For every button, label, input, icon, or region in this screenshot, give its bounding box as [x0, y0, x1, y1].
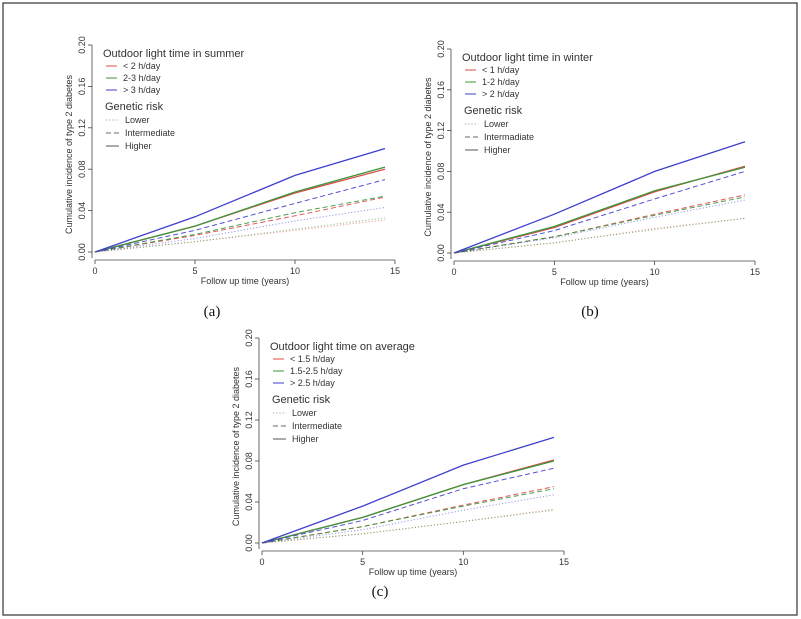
series-line-3hday-lower: [94, 207, 386, 253]
y-tick-label: 0.20: [436, 40, 446, 58]
chart-c: 0.00 0.04 0.08 0.12 0.16 0.20 0 5 10 15 Follow up …: [231, 329, 569, 600]
panel-label: (b): [581, 304, 599, 320]
y-tick-label: 0.16: [77, 78, 87, 96]
y-tick-label: 0.08: [77, 160, 87, 178]
series-line-2hday-lower: [94, 219, 386, 253]
y-tick-label: 0.12: [244, 411, 254, 429]
y-tick-label: 0.04: [436, 203, 446, 221]
x-tick-label: 5: [192, 266, 197, 276]
legend: Outdoor light time in winter< 1 h/day 1-2…: [462, 52, 593, 155]
series-line-12hday-intermadiate: [453, 196, 746, 254]
y-tick-label: 0.12: [77, 119, 87, 137]
y-tick-label: 0.20: [244, 329, 254, 347]
series-line-23hday-intermediate: [94, 195, 386, 253]
y-tick-label: 0.00: [244, 534, 254, 552]
legend-risk-item: Higher: [292, 434, 319, 444]
x-tick-label: 10: [650, 267, 660, 277]
legend-title: Outdoor light time on average: [270, 341, 415, 353]
y-tick-label: 0.16: [244, 370, 254, 388]
series-line-2hday-lower: [453, 199, 746, 254]
x-tick-label: 15: [750, 267, 760, 277]
y-axis-label: Cumulative incidence of type 2 diabetes: [423, 77, 433, 237]
series-line-2hday-intermadiate: [453, 170, 746, 254]
legend-risk-item: Intermadiate: [484, 132, 534, 142]
x-tick-label: 10: [290, 266, 300, 276]
y-tick-label: 0.04: [244, 493, 254, 511]
y-tick-label: 0.04: [77, 202, 87, 220]
y-axis-label: Cumulative incidence of type 2 diabetes: [64, 74, 74, 234]
legend: Outdoor light time in summer< 2 h/day 2-3…: [103, 48, 245, 151]
legend-item: > 2.5 h/day: [290, 378, 335, 388]
chart-a: 0.00 0.04 0.08 0.12 0.16 0.20 0 5 10 15 Follow up …: [64, 36, 400, 320]
panel-label: (c): [372, 584, 389, 600]
legend-risk-title: Genetic risk: [464, 105, 523, 117]
legend-item: < 1.5 h/day: [290, 354, 335, 364]
series-line-2.5hday-lower: [261, 494, 554, 544]
y-tick-label: 0.20: [77, 36, 87, 54]
legend-item: > 3 h/day: [123, 85, 161, 95]
series-line-1.52.5hday-higher: [261, 460, 555, 544]
series-line-2.5hday-intermediate: [261, 467, 555, 544]
x-tick-label: 15: [390, 266, 400, 276]
x-tick-label: 0: [92, 266, 97, 276]
panel-label: (a): [204, 304, 221, 320]
series-line-12hday-lower: [453, 217, 746, 254]
y-tick-label: 0.00: [77, 243, 87, 261]
series-line-3hday-higher: [94, 147, 386, 253]
x-axis-label: Follow up time (years): [560, 277, 649, 287]
series-line-2.5hday-higher: [261, 436, 555, 544]
legend-item: > 2 h/day: [482, 89, 520, 99]
series-line-23hday-lower: [94, 217, 386, 253]
series-line-2hday-higher: [453, 141, 746, 254]
legend-risk-item: Intermediate: [125, 128, 175, 138]
legend-risk-item: Lower: [484, 119, 509, 129]
x-tick-label: 5: [552, 267, 557, 277]
legend-title: Outdoor light time in winter: [462, 52, 593, 64]
series-line-1hday-intermadiate: [453, 194, 746, 254]
y-tick-label: 0.16: [436, 81, 446, 99]
legend-risk-title: Genetic risk: [105, 101, 164, 113]
legend-item: 1-2 h/day: [482, 77, 520, 87]
legend-risk-item: Lower: [125, 115, 150, 125]
legend-risk-item: Higher: [484, 145, 511, 155]
series-line-3hday-intermediate: [94, 179, 386, 253]
y-axis-label: Cumulative incidence of type 2 diabetes: [231, 366, 241, 526]
legend-risk-title: Genetic risk: [272, 394, 331, 406]
legend-risk-item: Lower: [292, 408, 317, 418]
series-line-23hday-higher: [94, 166, 386, 253]
series-line-12hday-higher: [453, 166, 746, 254]
x-tick-label: 5: [360, 557, 365, 567]
x-tick-label: 15: [559, 557, 569, 567]
series-line-1.5hday-lower: [261, 508, 554, 544]
legend-item: < 1 h/day: [482, 65, 520, 75]
legend-risk-item: Intermediate: [292, 421, 342, 431]
y-tick-label: 0.08: [436, 163, 446, 181]
x-tick-label: 10: [458, 557, 468, 567]
x-axis-label: Follow up time (years): [369, 567, 458, 577]
legend-title: Outdoor light time in summer: [103, 48, 245, 60]
legend-item: 2-3 h/day: [123, 73, 161, 83]
chart-b: 0.00 0.04 0.08 0.12 0.16 0.20 0 5 10 15 Follow up …: [423, 40, 760, 320]
legend-item: < 2 h/day: [123, 61, 161, 71]
legend: Outdoor light time on average< 1.5 h/day…: [270, 341, 415, 444]
y-tick-label: 0.12: [436, 122, 446, 140]
y-tick-label: 0.08: [244, 452, 254, 470]
legend-risk-item: Higher: [125, 141, 152, 151]
x-axis-label: Follow up time (years): [201, 276, 290, 286]
x-tick-label: 0: [451, 267, 456, 277]
x-tick-label: 0: [259, 557, 264, 567]
series-line-1.52.5hday-intermediate: [261, 488, 554, 544]
legend-item: 1.5-2.5 h/day: [290, 366, 343, 376]
y-tick-label: 0.00: [436, 244, 446, 262]
